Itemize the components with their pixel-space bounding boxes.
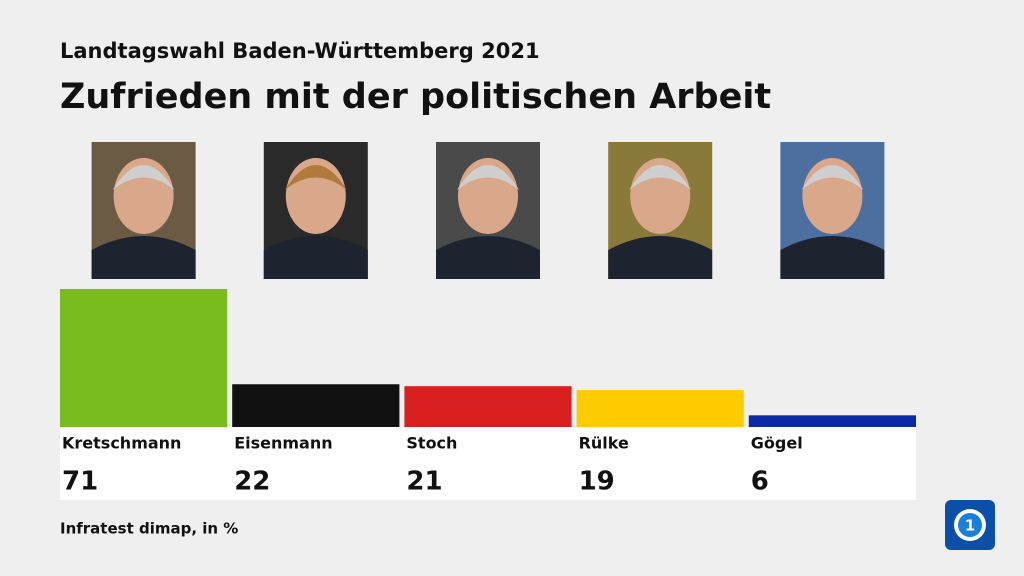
value-label: 19 bbox=[579, 467, 615, 497]
portrait-body bbox=[263, 236, 368, 279]
portrait-hair bbox=[284, 165, 347, 190]
value-label: 22 bbox=[234, 467, 270, 497]
portrait-hair bbox=[457, 165, 519, 190]
value-label: 71 bbox=[62, 467, 98, 497]
bar bbox=[60, 289, 228, 427]
portrait bbox=[436, 142, 540, 279]
chart-title: Zufrieden mit der politischen Arbeit bbox=[60, 77, 771, 117]
bar bbox=[748, 415, 916, 427]
category-label: Eisenmann bbox=[234, 434, 332, 453]
broadcaster-logo: 1 bbox=[945, 500, 995, 550]
label-panel bbox=[60, 427, 916, 500]
bar bbox=[576, 390, 744, 427]
portrait-hair bbox=[629, 165, 692, 190]
category-label: Stoch bbox=[406, 434, 457, 453]
portrait bbox=[263, 142, 368, 279]
portrait-hair bbox=[112, 165, 175, 190]
bar bbox=[232, 384, 400, 427]
category-label: Gögel bbox=[751, 434, 803, 453]
portrait bbox=[608, 142, 713, 279]
source-note: Infratest dimap, in % bbox=[60, 520, 238, 538]
portrait-body bbox=[780, 236, 885, 279]
svg-text:1: 1 bbox=[965, 517, 975, 535]
portrait-hair bbox=[801, 165, 864, 190]
category-label: Rülke bbox=[579, 434, 629, 453]
portrait-body bbox=[91, 236, 196, 279]
portrait bbox=[780, 142, 885, 279]
value-label: 21 bbox=[406, 467, 442, 497]
bar bbox=[404, 386, 572, 427]
value-label: 6 bbox=[751, 467, 769, 497]
portrait-body bbox=[608, 236, 713, 279]
category-label: Kretschmann bbox=[62, 434, 181, 453]
chart-subtitle: Landtagswahl Baden-Württemberg 2021 bbox=[60, 39, 540, 63]
portrait bbox=[91, 142, 196, 279]
portrait-body bbox=[436, 236, 540, 279]
